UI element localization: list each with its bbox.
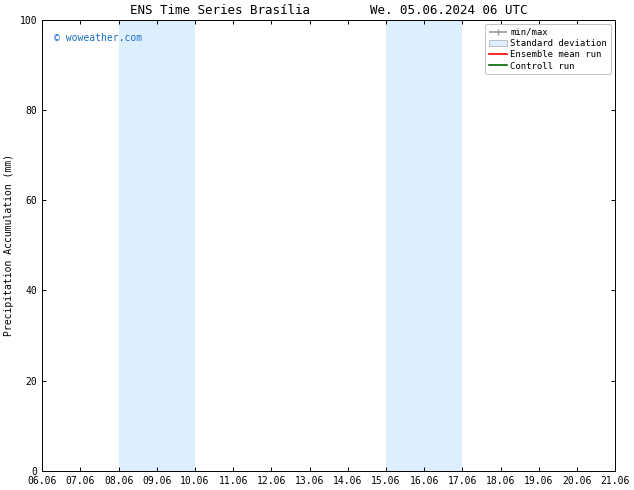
Bar xyxy=(119,20,195,471)
Y-axis label: Precipitation Accumulation (mm): Precipitation Accumulation (mm) xyxy=(4,154,14,337)
Bar xyxy=(386,20,462,471)
Title: ENS Time Series Brasília        We. 05.06.2024 06 UTC: ENS Time Series Brasília We. 05.06.2024 … xyxy=(130,4,527,17)
Legend: min/max, Standard deviation, Ensemble mean run, Controll run: min/max, Standard deviation, Ensemble me… xyxy=(485,24,611,74)
Text: © woweather.com: © woweather.com xyxy=(54,33,142,43)
